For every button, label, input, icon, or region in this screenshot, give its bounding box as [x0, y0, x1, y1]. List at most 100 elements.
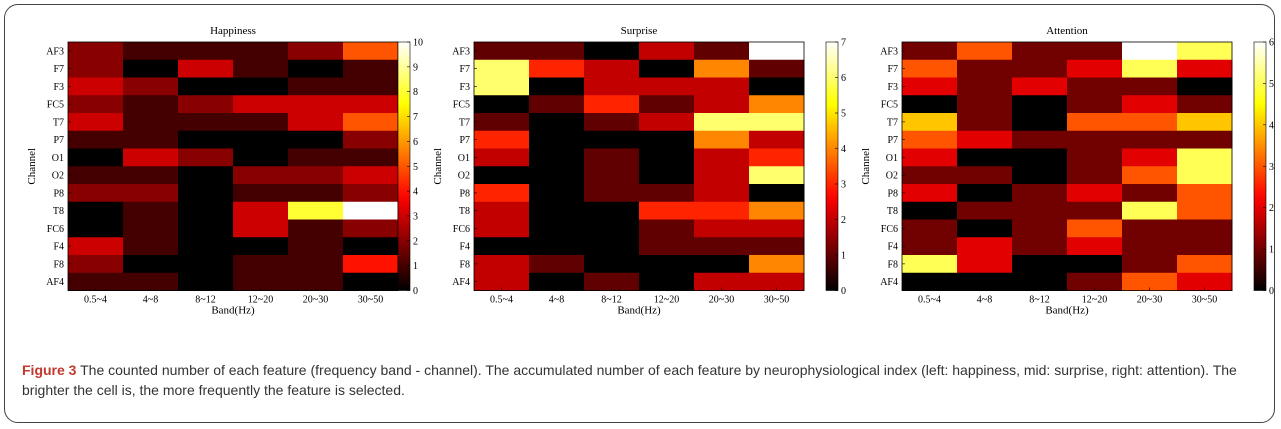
heat-cell-fc6-30-50 [343, 219, 399, 238]
y-tick-label-af3: AF3 [880, 46, 898, 57]
heat-cell-fc6-4-8 [529, 219, 585, 238]
heat-cell-f4-12-20 [1067, 237, 1123, 256]
heat-cell-f7-12-20 [233, 59, 289, 78]
colorbar-tick-label-0: 0 [413, 286, 418, 297]
heat-cell-f7-8-12 [1012, 59, 1068, 78]
heat-cell-f8-4-8 [529, 255, 585, 274]
heat-cell-f3-30-50 [749, 77, 805, 96]
heat-cell-p8-20-30 [694, 184, 750, 203]
colorbar-tick-label-4: 4 [413, 187, 418, 198]
heat-cell-t7-0-5-4 [474, 113, 530, 132]
heat-cell-af3-20-30 [694, 42, 750, 61]
heat-cell-o2-4-8 [957, 166, 1013, 185]
y-axis-label: Channel [860, 148, 872, 185]
heat-cell-fc6-0-5-4 [474, 219, 530, 238]
heat-cell-fc5-12-20 [1067, 95, 1123, 114]
heat-cell-f4-30-50 [749, 237, 805, 256]
heat-cell-o2-30-50 [1177, 166, 1233, 185]
heat-cell-fc5-4-8 [123, 95, 179, 114]
heat-cell-f4-12-20 [233, 237, 289, 256]
heat-cell-o2-8-12 [178, 166, 234, 185]
heat-cell-o1-8-12 [584, 148, 640, 167]
heat-cell-f7-4-8 [957, 59, 1013, 78]
heat-cell-af3-8-12 [1012, 42, 1068, 61]
heat-cell-p8-4-8 [123, 184, 179, 203]
heat-cell-p7-12-20 [233, 130, 289, 149]
heat-cell-f4-8-12 [178, 237, 234, 256]
heat-cell-p7-4-8 [123, 130, 179, 149]
heat-cell-af3-12-20 [1067, 42, 1123, 61]
heat-cell-t7-30-50 [1177, 113, 1233, 132]
heat-cell-p7-8-12 [1012, 130, 1068, 149]
heat-cell-o1-4-8 [529, 148, 585, 167]
x-tick-label-12-20: 12~20 [654, 295, 679, 306]
heat-cell-t7-20-30 [694, 113, 750, 132]
heat-cell-f3-4-8 [529, 77, 585, 96]
heat-cell-t8-4-8 [123, 201, 179, 220]
heat-cell-f8-8-12 [1012, 255, 1068, 274]
heat-cell-p8-8-12 [178, 184, 234, 203]
heat-cell-f7-30-50 [343, 59, 399, 78]
heat-cell-t8-20-30 [694, 201, 750, 220]
y-tick-label-f3: F3 [53, 82, 64, 93]
x-tick-label-0-5-4: 0.5~4 [84, 295, 107, 306]
heat-cell-fc6-30-50 [1177, 219, 1233, 238]
plot-frame [473, 41, 805, 291]
heat-cell-fc6-4-8 [957, 219, 1013, 238]
heat-cell-af3-20-30 [288, 42, 344, 61]
heat-cell-fc6-8-12 [178, 219, 234, 238]
heat-cell-f3-8-12 [584, 77, 640, 96]
heat-cell-fc6-20-30 [288, 219, 344, 238]
heat-cell-p8-4-8 [957, 184, 1013, 203]
heat-cell-f3-30-50 [1177, 77, 1233, 96]
heat-cell-fc5-0-5-4 [68, 95, 124, 114]
heat-cell-f7-8-12 [178, 59, 234, 78]
heat-cell-p7-20-30 [694, 130, 750, 149]
heat-cell-f3-0-5-4 [902, 77, 958, 96]
colorbar-tick-label-4: 4 [841, 144, 846, 155]
heat-cell-p7-0-5-4 [68, 130, 124, 149]
heat-cell-o2-12-20 [1067, 166, 1123, 185]
heat-cell-f4-0-5-4 [68, 237, 124, 256]
heat-cell-o2-4-8 [529, 166, 585, 185]
heat-cell-af4-20-30 [288, 272, 344, 291]
heat-cell-f3-4-8 [957, 77, 1013, 96]
heat-cell-af3-8-12 [178, 42, 234, 61]
colorbar-tick-label-3: 3 [413, 211, 418, 222]
heat-cell-fc5-0-5-4 [474, 95, 530, 114]
heat-cell-t7-12-20 [639, 113, 695, 132]
colorbar-tick-label-1: 1 [841, 251, 846, 262]
y-tick-label-o1: O1 [886, 153, 898, 164]
y-tick-label-f7: F7 [459, 64, 470, 75]
heat-cell-af3-0-5-4 [68, 42, 124, 61]
heat-cell-af4-30-50 [749, 272, 805, 291]
y-tick-label-fc6: FC6 [453, 224, 470, 235]
heat-cell-af4-20-30 [1122, 272, 1178, 291]
heat-cell-t7-4-8 [123, 113, 179, 132]
y-axis-label: Channel [26, 148, 38, 185]
heat-cell-fc5-12-20 [233, 95, 289, 114]
heat-cell-af4-12-20 [639, 272, 695, 291]
heat-cell-t8-4-8 [529, 201, 585, 220]
colorbar-tick-label-2: 2 [841, 215, 846, 226]
heat-cell-f8-20-30 [1122, 255, 1178, 274]
heat-cell-f8-12-20 [1067, 255, 1123, 274]
y-tick-label-t8: T8 [459, 206, 470, 217]
x-axis-label: Band(Hz) [211, 305, 255, 317]
heat-cell-t7-30-50 [343, 113, 399, 132]
heat-cell-p8-8-12 [1012, 184, 1068, 203]
x-tick-label-30-50: 30~50 [764, 295, 789, 306]
y-tick-label-p7: P7 [53, 135, 64, 146]
y-tick-label-f8: F8 [53, 259, 64, 270]
heat-cell-f4-8-12 [584, 237, 640, 256]
heat-cell-o2-0-5-4 [474, 166, 530, 185]
heat-cell-p7-20-30 [288, 130, 344, 149]
heat-cell-o1-20-30 [1122, 148, 1178, 167]
heat-cell-fc5-4-8 [529, 95, 585, 114]
heat-cell-f8-30-50 [749, 255, 805, 274]
heat-cell-p8-12-20 [1067, 184, 1123, 203]
heat-cell-f7-4-8 [123, 59, 179, 78]
heat-cell-o2-0-5-4 [902, 166, 958, 185]
heat-cell-o1-12-20 [1067, 148, 1123, 167]
y-tick-label-f8: F8 [459, 259, 470, 270]
